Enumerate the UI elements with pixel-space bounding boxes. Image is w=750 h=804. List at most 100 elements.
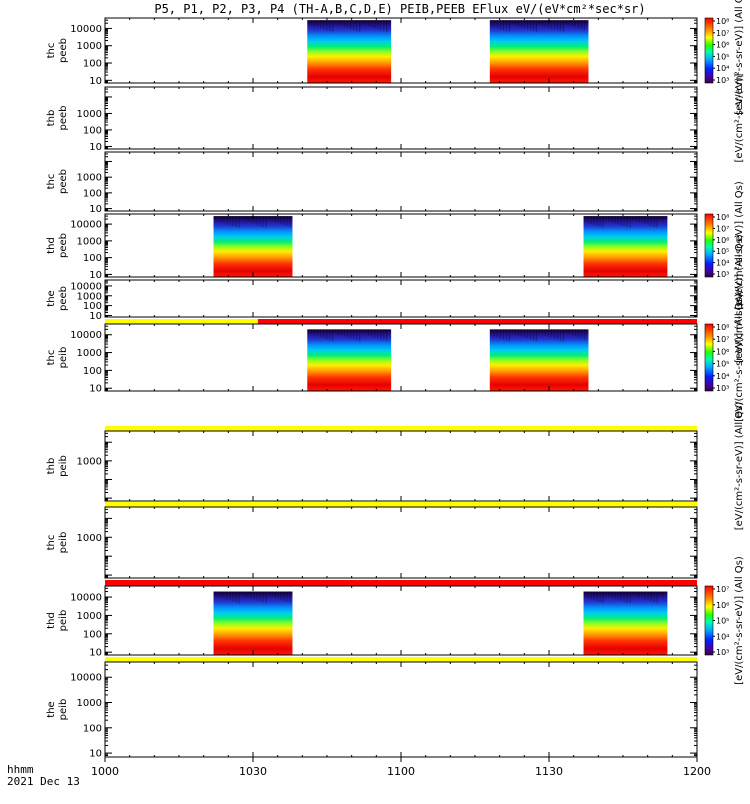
footer-hhmm: hhmm	[7, 763, 34, 776]
spectrogram-texture-thd_peeb-0-2	[220, 216, 222, 223]
ylabel-thd_peib-1: peib	[58, 610, 69, 632]
spectrogram-texture-thc_peeb-0-4	[320, 20, 322, 29]
colorbar-tick-label-thd_peib-0: 10³	[716, 648, 729, 657]
spectrogram-texture-thc_peib-1-2	[496, 329, 498, 338]
panel-thc_peeb_2: 10 100 1000 thc peeb	[46, 151, 698, 215]
spectrogram-texture-thd_peeb-1-12	[620, 216, 622, 226]
spectrogram-texture-thd_peeb-1-14	[626, 216, 628, 228]
ytick-label-thd_peib-1: 100	[83, 629, 102, 640]
spectrogram-texture-thd_peib-0-20	[274, 591, 276, 598]
spectrogram-texture-thd_peib-0-0	[214, 591, 216, 596]
spectrogram-texture-thc_peeb-0-18	[362, 20, 364, 25]
colorbar-tick-label-thc_peeb-3: 10⁶	[716, 41, 729, 50]
spectrogram-texture-thc_peib-1-10	[520, 329, 522, 337]
spectrogram-texture-thd_peib-0-16	[262, 591, 264, 603]
spectrogram-texture-thc_peeb-0-25	[383, 20, 385, 32]
ylabel-thd_peib-0: thd	[46, 612, 57, 629]
spectrogram-texture-thc_peib-1-15	[535, 329, 537, 342]
panel-frame-thc_peib	[104, 323, 698, 392]
spectrogram-texture-thd_peib-0-19	[271, 591, 273, 597]
spectrogram-texture-thd_peeb-0-3	[223, 216, 225, 224]
spectrogram-texture-thc_peeb-0-21	[371, 20, 373, 28]
spectrogram-texture-thc_peeb-1-18	[544, 20, 546, 27]
spectrogram-texture-thc_peeb-1-14	[532, 20, 534, 32]
xaxis-tick-label-4: 1200	[683, 765, 711, 778]
spectrogram-texture-thc_peeb-1-29	[577, 20, 579, 29]
spectrogram-texture-thd_peib-0-7	[235, 591, 237, 603]
spectrogram-texture-thd_peib-1-2	[590, 591, 592, 600]
ytick-label-thc_peeb-2: 1000	[77, 41, 102, 52]
spectrogram-texture-thc_peib-1-17	[541, 329, 543, 335]
spectrogram-texture-thc_peeb-0-1	[311, 20, 313, 26]
spectrogram-texture-thd_peib-0-3	[223, 591, 225, 599]
spectrogram-texture-thd_peib-0-6	[232, 591, 234, 602]
flag-bar-segment-thc_peib-0	[105, 319, 258, 324]
spectrogram-texture-thc_peib-1-27	[571, 329, 573, 336]
ylabel-thc_peib_2-0: thc	[46, 535, 57, 551]
spectrogram-texture-thd_peeb-0-24	[286, 216, 288, 227]
spectrogram-texture-thc_peeb-1-13	[529, 20, 531, 31]
spectrogram-texture-thd_peeb-1-8	[608, 216, 610, 222]
spectrogram-block-thc_peeb-1	[489, 20, 589, 84]
ytick-label-the_peeb-0: 10	[89, 311, 102, 322]
spectrogram-texture-thd_peeb-1-13	[623, 216, 625, 227]
panel-frame-thb_peeb	[104, 86, 698, 150]
spectrogram-texture-thc_peib-0-23	[377, 329, 379, 339]
colorbar-tick-label-thd_peeb-0: 10³	[716, 270, 729, 279]
ytick-label-the_peeb-3: 10000	[70, 281, 102, 292]
colorbar-label-the_peeb: [eV/(cm²-s-sr-eV)] (All Qs)	[734, 234, 745, 363]
spectrogram-texture-thd_peib-0-12	[250, 591, 252, 599]
spectrogram-texture-thc_peeb-0-26	[386, 20, 388, 33]
spectrogram-texture-thd_peeb-1-26	[662, 216, 664, 222]
spectrogram-texture-thc_peib-1-31	[583, 329, 585, 340]
spectrogram-texture-thc_peib-0-19	[365, 329, 367, 335]
spectrogram-texture-thc_peeb-0-20	[368, 20, 370, 27]
ytick-label-thb_peeb-2: 1000	[77, 109, 102, 120]
ytick-label-thc_peeb-0: 10	[89, 76, 102, 87]
spectrogram-texture-thd_peib-1-9	[611, 591, 613, 598]
spectrogram-texture-thc_peib-0-18	[362, 329, 364, 334]
spectrogram-texture-thc_peeb-1-4	[502, 20, 504, 31]
spectrogram-texture-thd_peib-1-3	[593, 591, 595, 601]
ylabel-thb_peib-0: thb	[46, 458, 57, 475]
panel-thd_peib: 10 100 1000 10000 thd peib 10³ 10⁴ 10⁵ 10⁶ 10⁷ [eV/…	[46, 556, 745, 685]
spectrogram-texture-thc_peib-1-18	[544, 329, 546, 336]
xaxis-tick-label-3: 1130	[535, 765, 563, 778]
spectrogram-texture-thc_peeb-1-23	[559, 20, 561, 32]
spectrogram-texture-thd_peib-0-5	[229, 591, 231, 601]
flag-bar-segment-thb_peib-0	[105, 426, 697, 431]
spectrogram-texture-thd_peib-0-21	[277, 591, 279, 599]
colorbar-label-thc_peeb: [eV/(cm²-s-sr-eV)] (All Qs)	[734, 0, 745, 115]
spectrogram-texture-thd_peeb-1-7	[605, 216, 607, 221]
spectrogram-texture-thd_peeb-1-20	[644, 216, 646, 225]
spectrogram-texture-thc_peib-1-0	[490, 329, 492, 336]
spectrogram-texture-thd_peeb-1-24	[656, 216, 658, 229]
panel-frame-the_peeb	[104, 279, 698, 318]
spectrogram-texture-thc_peib-0-10	[338, 329, 340, 335]
spectrogram-texture-thc_peeb-0-7	[329, 20, 331, 32]
spectrogram-texture-thd_peeb-0-10	[244, 216, 246, 222]
figure-title: P5, P1, P2, P3, P4 (TH-A,B,C,D,E) PEIB,P…	[154, 2, 645, 16]
flag-bar-segment-the_peib-0	[105, 657, 697, 662]
colorbar-label-thd_peib: [eV/(cm²-s-sr-eV)] (All Qs)	[734, 556, 745, 685]
spectrogram-texture-thc_peeb-1-22	[556, 20, 558, 31]
spectrogram-texture-thc_peib-1-20	[550, 329, 552, 338]
spectrogram-texture-thc_peeb-1-6	[508, 20, 510, 33]
spectrogram-texture-thc_peeb-1-20	[550, 20, 552, 29]
spectrogram-texture-thc_peeb-1-24	[562, 20, 564, 33]
spectrogram-texture-thd_peeb-1-22	[650, 216, 652, 227]
colorbar-tick-label-thc_peib-0: 10³	[716, 384, 729, 393]
spectrogram-texture-thd_peeb-0-20	[274, 216, 276, 223]
ylabel-thc_peib_2-1: peib	[58, 532, 69, 554]
ytick-label-thc_peib-1: 100	[83, 366, 102, 377]
spectrogram-texture-thd_peib-0-1	[217, 591, 219, 597]
colorbar-label-thc_peib: [eV/(cm²-s-sr-eV)] (All Qs)	[734, 293, 745, 422]
colorbar-label-thb_peeb: [eV/(cm²-s-sr-eV)]	[734, 73, 745, 162]
spectrogram-texture-thd_peib-1-1	[587, 591, 589, 599]
spectrogram-texture-thd_peeb-0-22	[280, 216, 282, 225]
spectrogram-block-thc_peib-1	[489, 329, 589, 391]
spectrogram-texture-thc_peeb-1-21	[553, 20, 555, 30]
spectrogram-texture-thd_peib-1-6	[602, 591, 604, 604]
spectrogram-block-thd_peeb-1	[583, 216, 668, 277]
spectrogram-texture-thd_peeb-1-10	[614, 216, 616, 224]
